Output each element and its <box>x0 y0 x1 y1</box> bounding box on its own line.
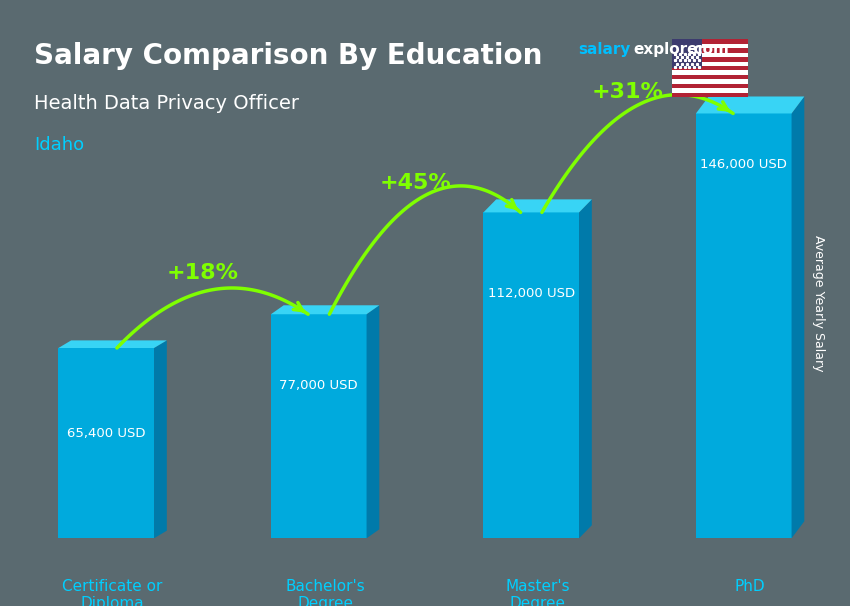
Bar <box>672 66 748 70</box>
Text: 146,000 USD: 146,000 USD <box>700 158 787 171</box>
Text: salary: salary <box>578 42 631 58</box>
Bar <box>672 93 748 97</box>
Bar <box>672 70 748 75</box>
Text: PhD: PhD <box>734 579 766 594</box>
Text: 77,000 USD: 77,000 USD <box>280 379 358 393</box>
Text: 65,400 USD: 65,400 USD <box>67 427 145 440</box>
Text: +31%: +31% <box>592 82 664 102</box>
Polygon shape <box>579 199 592 538</box>
Polygon shape <box>271 315 366 538</box>
Polygon shape <box>366 305 379 538</box>
Polygon shape <box>59 341 167 348</box>
Bar <box>672 75 748 79</box>
Polygon shape <box>791 96 804 538</box>
Bar <box>672 84 748 88</box>
Polygon shape <box>59 348 154 538</box>
Polygon shape <box>484 199 592 213</box>
Bar <box>672 79 748 84</box>
Text: Salary Comparison By Education: Salary Comparison By Education <box>34 42 542 70</box>
Bar <box>672 48 748 53</box>
Text: Health Data Privacy Officer: Health Data Privacy Officer <box>34 94 299 113</box>
Text: 77,000 USD: 77,000 USD <box>0 605 1 606</box>
Text: Average Yearly Salary: Average Yearly Salary <box>812 235 824 371</box>
Text: Idaho: Idaho <box>34 136 84 155</box>
Bar <box>672 88 748 93</box>
Polygon shape <box>696 96 804 113</box>
Text: +18%: +18% <box>167 263 239 283</box>
Text: +45%: +45% <box>380 173 451 193</box>
Bar <box>672 62 748 66</box>
Text: 65,400 USD: 65,400 USD <box>0 605 1 606</box>
Bar <box>672 53 748 57</box>
Polygon shape <box>154 341 167 538</box>
Bar <box>672 39 748 44</box>
Text: Certificate or
Diploma: Certificate or Diploma <box>62 579 163 606</box>
Text: .com: .com <box>688 42 729 58</box>
Text: explorer: explorer <box>633 42 706 58</box>
Text: Bachelor's
Degree: Bachelor's Degree <box>286 579 365 606</box>
Text: 112,000 USD: 112,000 USD <box>488 287 575 301</box>
Polygon shape <box>696 113 791 538</box>
Polygon shape <box>484 213 579 538</box>
Text: 112,000 USD: 112,000 USD <box>0 605 1 606</box>
Bar <box>672 44 748 48</box>
Text: 146,000 USD: 146,000 USD <box>0 605 1 606</box>
Bar <box>672 57 748 62</box>
Polygon shape <box>271 305 379 315</box>
Bar <box>672 39 702 68</box>
Text: Master's
Degree: Master's Degree <box>505 579 570 606</box>
